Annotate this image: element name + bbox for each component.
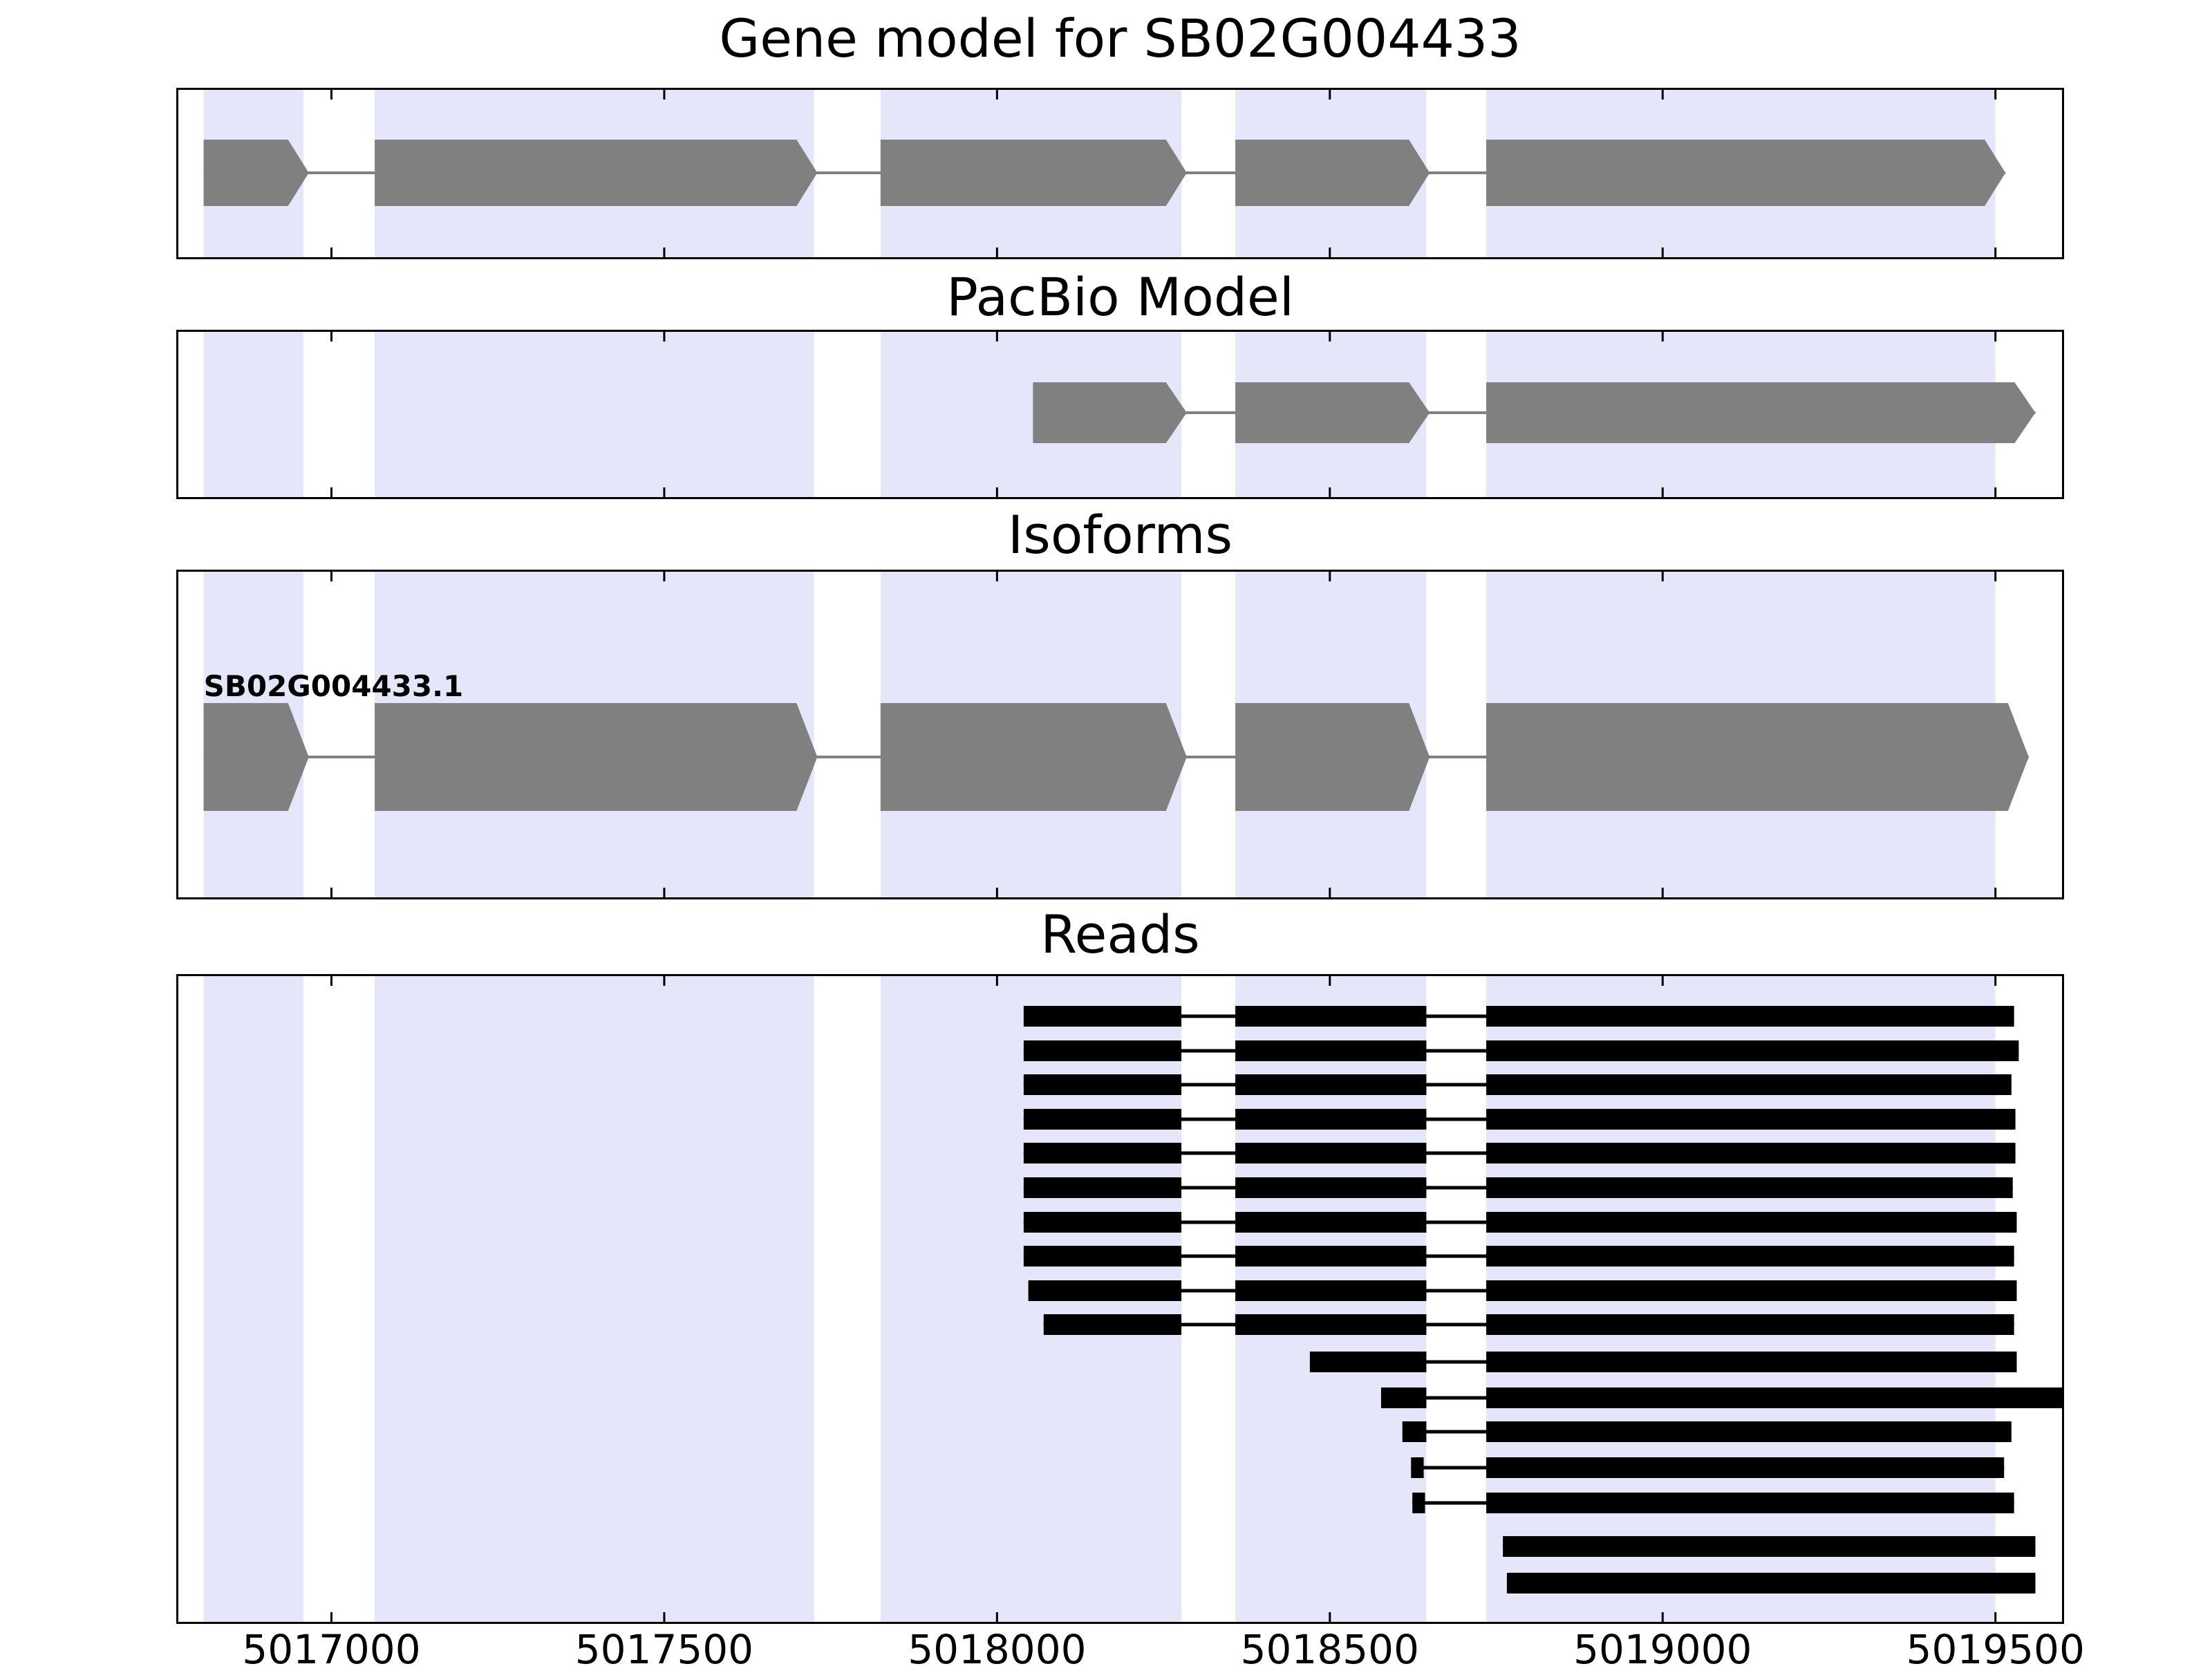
- read-segment: [1235, 1074, 1427, 1095]
- read-segment: [1486, 1006, 2014, 1027]
- gene_model-canvas: [203, 90, 2006, 257]
- read-segment: [1023, 1212, 1182, 1233]
- exon-arrow: [1486, 140, 2006, 206]
- read-segment: [1043, 1314, 1182, 1335]
- x-tick-label: 5017500: [574, 1626, 754, 1673]
- pacbio-track: [176, 330, 2064, 499]
- reads-track: [176, 974, 2064, 1624]
- read-segment: [1235, 1280, 1427, 1301]
- exon-arrow: [1033, 382, 1187, 443]
- exon-highlight-band: [203, 332, 304, 497]
- read-segment: [1412, 1493, 1425, 1513]
- read-segment: [1380, 1387, 1427, 1408]
- read-segment: [1023, 1006, 1182, 1027]
- exon-arrow: [880, 140, 1187, 206]
- read-segment: [1235, 1246, 1427, 1267]
- read-segment: [1235, 1143, 1427, 1163]
- exon-arrow: [1235, 140, 1430, 206]
- isoform-label: SB02G004433.1: [204, 669, 464, 703]
- exon-arrow: [880, 703, 1187, 811]
- isoforms-canvas: SB02G004433.1: [203, 572, 2029, 897]
- read-segment: [1486, 1177, 2013, 1198]
- read-segment: [1309, 1352, 1427, 1372]
- x-tick-label: 5017000: [242, 1626, 421, 1673]
- x-tick-label: 5019500: [1906, 1626, 2085, 1673]
- exon-arrow: [203, 140, 309, 206]
- exon-highlight-band: [203, 976, 304, 1622]
- read-segment: [1023, 1040, 1182, 1061]
- read-segment: [1023, 1143, 1182, 1163]
- read-segment: [1486, 1493, 2014, 1513]
- exon-arrow: [375, 140, 818, 206]
- gene-model-track: [176, 88, 2064, 259]
- gene-model-title: Gene model for SB02G004433: [719, 8, 1521, 69]
- isoforms-track: SB02G004433.1: [176, 570, 2064, 899]
- pacbio_model-canvas: [203, 332, 2036, 497]
- read-segment: [1402, 1421, 1427, 1442]
- read-segment: [1506, 1573, 2036, 1593]
- read-segment: [1023, 1074, 1182, 1095]
- read-segment: [1486, 1457, 2005, 1478]
- read-segment: [1023, 1246, 1182, 1267]
- read-segment: [1023, 1177, 1182, 1198]
- read-segment: [1486, 1387, 2062, 1408]
- x-tick-label: 5019000: [1573, 1626, 1752, 1673]
- x-tick-label: 5018500: [1240, 1626, 1419, 1673]
- pacbio-title: PacBio Model: [946, 266, 1294, 328]
- read-segment: [1235, 1006, 1427, 1027]
- exon-highlight-band: [375, 332, 814, 497]
- read-segment: [1486, 1314, 2014, 1335]
- read-segment: [1486, 1040, 2019, 1061]
- exon-highlight-band: [375, 976, 814, 1622]
- read-segment: [1235, 1212, 1427, 1233]
- read-segment: [1411, 1457, 1424, 1478]
- read-segment: [1023, 1109, 1182, 1130]
- exon-arrow: [375, 703, 818, 811]
- read-segment: [1486, 1212, 2017, 1233]
- exon-arrow: [1235, 703, 1430, 811]
- reads-canvas: [203, 976, 2062, 1622]
- read-segment: [1486, 1109, 2016, 1130]
- exon-arrow: [1235, 382, 1430, 443]
- read-segment: [1486, 1074, 2012, 1095]
- read-segment: [1028, 1280, 1182, 1301]
- exon-arrow: [1486, 703, 2029, 811]
- read-segment: [1235, 1314, 1427, 1335]
- isoforms-title: Isoforms: [1007, 504, 1233, 566]
- exon-arrow: [1486, 382, 2036, 443]
- read-segment: [1486, 1280, 2017, 1301]
- read-segment: [1486, 1246, 2014, 1267]
- read-segment: [1486, 1143, 2016, 1163]
- read-segment: [1235, 1109, 1427, 1130]
- read-segment: [1503, 1536, 2036, 1557]
- read-segment: [1486, 1352, 2017, 1372]
- read-segment: [1235, 1040, 1427, 1061]
- read-segment: [1235, 1177, 1427, 1198]
- exon-arrow: [203, 703, 309, 811]
- reads-title: Reads: [1040, 904, 1200, 965]
- x-tick-label: 5018000: [908, 1626, 1087, 1673]
- read-segment: [1486, 1421, 2012, 1442]
